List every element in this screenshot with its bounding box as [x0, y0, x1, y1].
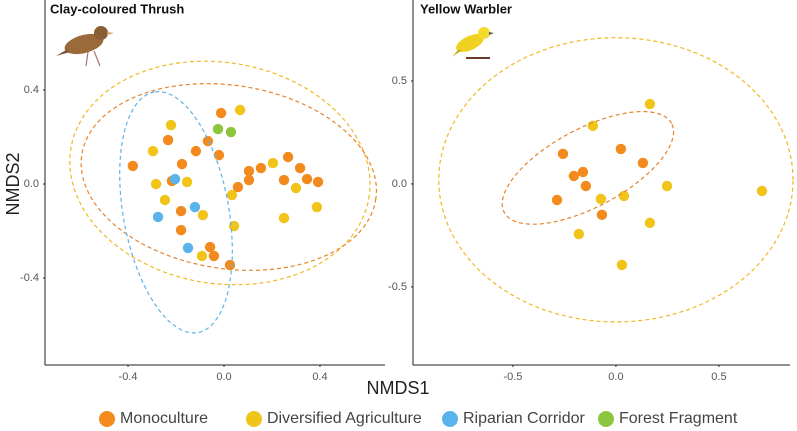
legend-swatch: [598, 411, 614, 427]
y-tick-label: 0.4: [24, 84, 39, 96]
ellipse: [501, 111, 675, 225]
point: [182, 242, 194, 254]
point: [312, 176, 324, 188]
point: [618, 190, 630, 202]
point: [204, 241, 216, 253]
x-tick-label: 0.0: [608, 371, 623, 383]
point: [267, 157, 279, 169]
point: [577, 166, 589, 178]
point: [215, 107, 227, 119]
point: [212, 123, 224, 135]
legend-label: Monoculture: [120, 410, 208, 427]
point: [224, 259, 236, 271]
point: [159, 194, 171, 206]
thrush-icon: [56, 26, 114, 67]
point: [189, 201, 201, 213]
point: [196, 250, 208, 262]
point: [150, 178, 162, 190]
point: [213, 149, 225, 161]
point: [162, 134, 174, 146]
ellipse: [438, 37, 794, 323]
point: [290, 182, 302, 194]
x-tick-label: 0.5: [711, 371, 726, 383]
point: [225, 126, 237, 138]
point: [568, 170, 580, 182]
point: [580, 180, 592, 192]
point: [169, 173, 181, 185]
point: [181, 176, 193, 188]
y-tick-label: 0.0: [392, 178, 407, 190]
legend-swatch: [99, 411, 115, 427]
point: [596, 209, 608, 221]
ellipse: [119, 91, 233, 334]
point: [175, 205, 187, 217]
point: [595, 193, 607, 205]
legend-swatch: [246, 411, 262, 427]
point: [587, 120, 599, 132]
point: [644, 98, 656, 110]
y-tick-label: -0.5: [388, 281, 407, 293]
panel-title: Clay-coloured Thrush: [50, 1, 184, 16]
point: [616, 259, 628, 271]
warbler-icon: [452, 27, 494, 59]
point: [255, 162, 267, 174]
point: [644, 217, 656, 229]
point: [197, 209, 209, 221]
legend-swatch: [442, 411, 458, 427]
point: [208, 250, 220, 262]
ellipse: [80, 82, 378, 271]
point: [573, 228, 585, 240]
x-tick-label: -0.5: [503, 371, 522, 383]
point: [637, 157, 649, 169]
point: [127, 160, 139, 172]
point: [278, 212, 290, 224]
panel-title: Yellow Warbler: [420, 1, 512, 16]
point: [202, 135, 214, 147]
point: [152, 211, 164, 223]
point: [756, 185, 768, 197]
point: [243, 165, 255, 177]
point: [147, 145, 159, 157]
point: [311, 201, 323, 213]
y-axis-title: NMDS2: [3, 152, 23, 215]
legend: Monoculture Diversified Agriculture Ripari…: [99, 410, 738, 427]
point: [278, 174, 290, 186]
y-tick-label: -0.4: [20, 272, 39, 284]
point: [190, 145, 202, 157]
ellipse: [69, 60, 371, 286]
legend-label: Riparian Corridor: [463, 410, 585, 427]
point: [232, 181, 244, 193]
legend-label: Diversified Agriculture: [267, 410, 422, 427]
point: [557, 148, 569, 160]
point: [165, 119, 177, 131]
point: [551, 194, 563, 206]
point: [282, 151, 294, 163]
y-tick-label: 0.5: [392, 75, 407, 87]
x-tick-label: -0.4: [119, 371, 138, 383]
point: [661, 180, 673, 192]
point: [176, 158, 188, 170]
point: [301, 173, 313, 185]
point: [234, 104, 246, 116]
point: [175, 224, 187, 236]
x-tick-label: 0.0: [216, 371, 231, 383]
point: [226, 189, 238, 201]
point: [294, 162, 306, 174]
y-tick-label: 0.0: [24, 178, 39, 190]
legend-label: Forest Fragment: [619, 410, 738, 427]
x-tick-label: 0.4: [312, 371, 327, 383]
x-axis-title: NMDS1: [366, 378, 429, 398]
point: [243, 174, 255, 186]
point: [615, 143, 627, 155]
